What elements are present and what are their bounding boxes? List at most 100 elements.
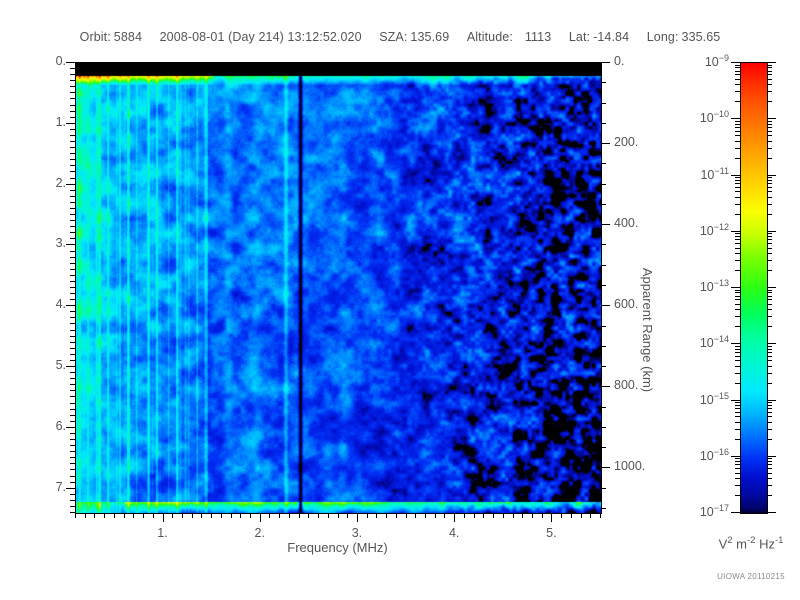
colorbar-minor-tick-left: [735, 289, 740, 291]
x-axis-tick: [600, 513, 601, 518]
y-axis-tick-left: [66, 183, 75, 185]
x-axis-tick-label: 5.: [546, 526, 557, 540]
y-axis-tick-label-left: 7.: [55, 479, 66, 494]
colorbar-minor-tick-left: [735, 147, 740, 149]
y-axis-tick-left: [70, 299, 75, 301]
colorbar-minor-tick-left: [735, 416, 740, 418]
x-axis-tick: [133, 513, 135, 518]
y-axis-tick-left: [70, 104, 75, 106]
y-axis-tick-left: [70, 335, 75, 337]
y-axis-tick-left: [70, 74, 75, 76]
y-axis-tick-label-left: 4.: [55, 297, 66, 312]
y-axis-tick-left: [70, 353, 75, 355]
colorbar-major-tick: [767, 287, 776, 288]
y-axis-tick-left: [70, 280, 75, 282]
colorbar-tick-label: 10−16: [699, 446, 729, 463]
colorbar-gradient: [741, 63, 767, 513]
colorbar-minor-tick: [767, 289, 772, 291]
colorbar-minor-tick-left: [735, 458, 740, 460]
colorbar-tick-label: 10−9: [704, 53, 729, 70]
header-field-sza: SZA: 135.69: [379, 30, 450, 44]
y-axis-tick-left: [70, 238, 75, 240]
y-axis-tick-left: [66, 244, 75, 246]
colorbar-minor-tick: [767, 402, 772, 404]
x-axis-tick: [395, 513, 397, 518]
y-axis-tick-right: [601, 264, 606, 266]
colorbar-minor-tick: [767, 365, 772, 367]
y-axis-tick-label-right: 0.: [614, 54, 625, 68]
colorbar-minor-tick: [767, 351, 772, 353]
colorbar-minor-tick-left: [735, 84, 740, 86]
x-axis-tick: [463, 513, 465, 518]
colorbar-minor-tick: [767, 472, 772, 474]
colorbar-minor-tick: [767, 183, 772, 185]
colorbar-major-tick: [767, 118, 776, 120]
y-axis-tick-left: [70, 439, 75, 441]
colorbar-minor-tick: [767, 186, 772, 188]
x-axis-tick: [376, 513, 378, 518]
y-axis-tick-label-right: 1000.: [614, 459, 646, 474]
colorbar-major-tick-left: [731, 343, 740, 345]
colorbar-tick-label: 10−13: [699, 278, 729, 295]
colorbar-minor-tick-left: [735, 411, 740, 413]
colorbar-minor-tick: [767, 67, 772, 69]
x-axis-tick: [337, 513, 339, 518]
y-axis-tick-left: [70, 317, 75, 319]
y-axis-tick-left: [70, 408, 75, 410]
y-axis-tick-right: [601, 284, 606, 286]
colorbar-minor-tick-left: [735, 461, 740, 463]
y-axis-tick-right: [601, 163, 606, 165]
x-axis-tick: [512, 513, 514, 518]
y-axis-title-right: Apparent Range (km): [640, 267, 655, 393]
y-axis-tick-left: [70, 68, 75, 70]
x-axis-tick: [298, 513, 300, 518]
x-axis-tick: [366, 513, 368, 518]
y-axis-tick-left: [70, 195, 75, 197]
colorbar-minor-tick: [767, 461, 772, 463]
y-axis-tick-left: [70, 214, 75, 216]
header-field-lat: Lat: -14.84: [568, 30, 630, 44]
x-axis-tick: [269, 513, 271, 518]
header-field-orbit: Orbit: 5884: [79, 30, 143, 44]
colorbar-minor-tick: [767, 123, 772, 125]
y-axis-tick-left: [70, 512, 75, 513]
colorbar-minor-tick-left: [735, 478, 740, 480]
y-axis-tick-left: [70, 165, 75, 167]
colorbar-minor-tick: [767, 74, 772, 76]
colorbar-minor-tick-left: [735, 179, 740, 181]
colorbar-tick-label: 10−14: [699, 334, 729, 351]
y-axis-tick-left: [70, 232, 75, 234]
y-axis-tick-left: [70, 128, 75, 130]
credit-label: UIOWA 20110215: [717, 572, 785, 581]
y-axis-tick-left: [70, 268, 75, 270]
x-axis-tick: [434, 513, 436, 518]
colorbar-major-tick-left: [731, 399, 740, 401]
colorbar-minor-tick-left: [735, 404, 740, 406]
colorbar-minor-tick-left: [735, 309, 740, 311]
colorbar-minor-tick-left: [735, 101, 740, 103]
x-axis-tick: [123, 513, 125, 518]
y-axis-tick-right: [601, 224, 610, 226]
y-axis-tick-right: [601, 426, 606, 428]
colorbar-minor-tick: [767, 213, 772, 215]
y-axis-tick-right: [601, 143, 610, 145]
colorbar-minor-tick-left: [735, 130, 740, 132]
colorbar-minor-tick-left: [735, 74, 740, 76]
colorbar-minor-tick-left: [735, 270, 740, 272]
y-axis-tick-left: [70, 396, 75, 398]
y-axis-tick-left: [70, 469, 75, 471]
colorbar-minor-tick-left: [735, 78, 740, 80]
colorbar-minor-tick: [767, 126, 772, 128]
colorbar-minor-tick: [767, 438, 772, 440]
colorbar-minor-tick: [767, 236, 772, 238]
colorbar-minor-tick: [767, 157, 772, 159]
colorbar-minor-tick: [767, 243, 772, 245]
y-axis-tick-right: [601, 82, 606, 84]
x-axis-tick: [541, 513, 543, 518]
colorbar-minor-tick: [767, 233, 772, 235]
y-axis-tick-left: [70, 110, 75, 112]
y-axis-tick-left: [70, 98, 75, 100]
colorbar-minor-tick: [767, 404, 772, 406]
colorbar-minor-tick-left: [735, 382, 740, 384]
colorbar-minor-tick: [767, 270, 772, 272]
